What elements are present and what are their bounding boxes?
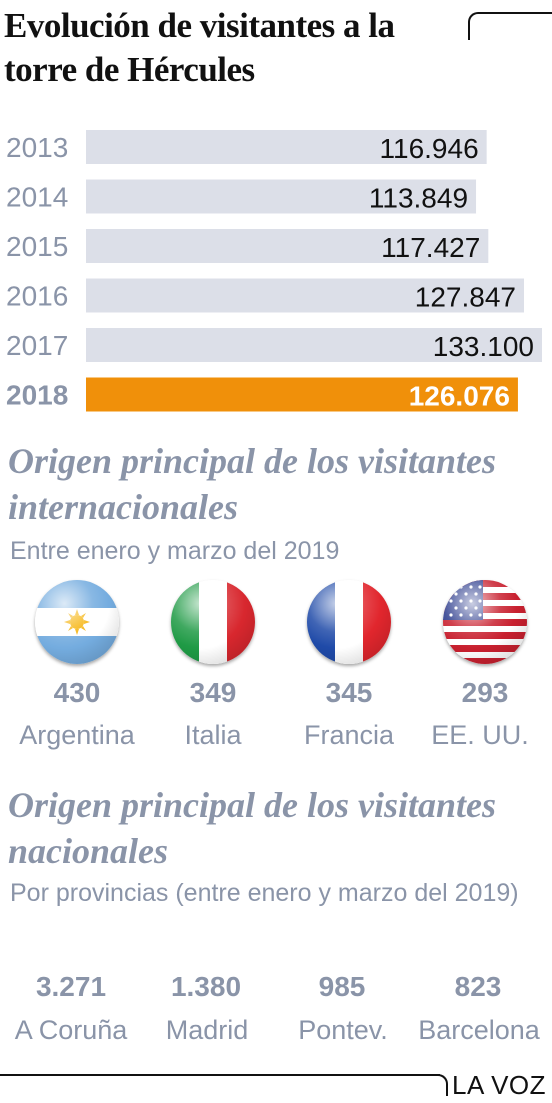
value-label-2017: 133.100 (433, 331, 534, 362)
value-label-2015: 117.427 (381, 232, 480, 263)
nat-value-barcelona: 823 (454, 971, 502, 1002)
nat-label-pontev: Pontev. (298, 1015, 388, 1045)
bar-2017 (86, 328, 542, 362)
national-title: Origen principal de los visitantes nacio… (8, 785, 497, 871)
france-flag-icon (307, 580, 391, 664)
value-label-2014: 113.849 (369, 183, 468, 214)
corner-bracket (468, 12, 552, 40)
bar-2018 (86, 377, 518, 412)
brand-logo: LA VOZ (452, 1070, 547, 1100)
intl-label-argentina: Argentina (19, 720, 135, 750)
usa-flag-icon (443, 580, 527, 664)
chart-title: Evolución de visitantes a la torre de Hé… (4, 6, 395, 89)
nat-value-madrid: 1.380 (170, 971, 242, 1002)
international-title: Origen principal de los visitantes inter… (8, 441, 497, 527)
intl-value-italia: 349 (189, 677, 237, 708)
intl-value-eeuu: 293 (461, 677, 509, 708)
footer-rule (0, 1074, 440, 1076)
year-label-2017: 2017 (6, 330, 68, 361)
intl-value-francia: 345 (325, 677, 373, 708)
intl-label-francia: Francia (303, 720, 395, 750)
footer-bracket (438, 1074, 448, 1096)
nat-label-madrid: Madrid (165, 1015, 249, 1045)
bar-2015 (86, 229, 489, 263)
italy-flag-icon (171, 580, 255, 664)
bar-2016 (86, 278, 525, 313)
value-label-2013: 116.946 (380, 133, 479, 164)
nat-value-pontev: 985 (318, 971, 366, 1002)
intl-label-eeuu: EE. UU. (431, 720, 529, 750)
nat-label-coruna: A Coruña (14, 1015, 128, 1045)
bar-2014 (86, 179, 477, 214)
value-label-2016: 127.847 (415, 282, 516, 313)
intl-label-italia: Italia (184, 720, 242, 750)
argentina-flag-icon (35, 580, 119, 664)
value-label-2018: 126.076 (409, 381, 510, 412)
year-label-2014: 2014 (6, 182, 68, 213)
nat-label-barcelona: Barcelona (418, 1015, 540, 1045)
bar-chart: 2013 116.946 2014 113.849 2015 117.427 2016 127… (6, 130, 542, 412)
year-label-2013: 2013 (6, 132, 68, 163)
national-subtitle: Por provincias (entre enero y marzo del … (10, 879, 519, 907)
intl-value-argentina: 430 (53, 677, 101, 708)
bar-2013 (86, 130, 487, 164)
year-label-2015: 2015 (6, 231, 68, 262)
nat-value-coruna: 3.271 (35, 971, 107, 1002)
international-subtitle: Entre enero y marzo del 2019 (10, 537, 340, 565)
year-label-2016: 2016 (6, 281, 68, 312)
year-label-2018: 2018 (6, 380, 68, 411)
